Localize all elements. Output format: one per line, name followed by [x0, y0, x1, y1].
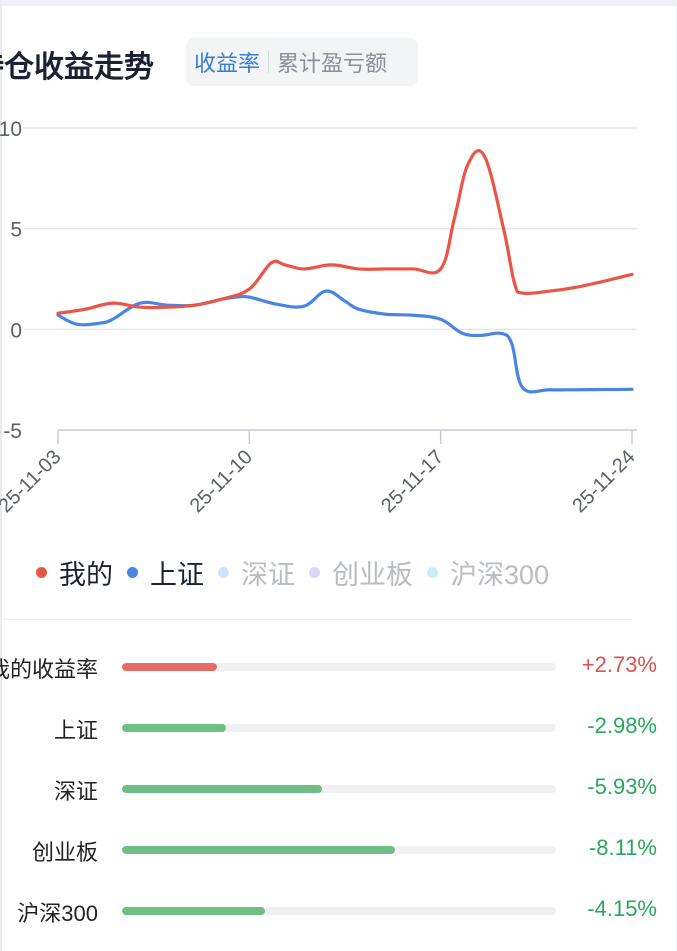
legend-dot-icon	[309, 567, 320, 578]
legend-dot-icon	[218, 567, 229, 578]
comparison-bar-fill	[122, 846, 396, 854]
left-edge	[0, 0, 2, 951]
comparison-bar-fill	[122, 785, 322, 793]
legend-dot-icon	[427, 567, 438, 578]
comparison-bar-track	[122, 724, 556, 732]
comparison-label: 创业板	[31, 840, 98, 865]
toggle-return-rate[interactable]: 收益率	[194, 51, 261, 76]
legend-label: 我的	[59, 560, 113, 590]
x-tick-label: 25-11-17	[377, 446, 448, 517]
legend-item-chinext[interactable]: 创业板	[309, 553, 413, 592]
comparison-value: -8.11%	[588, 835, 657, 860]
comparison-row: 沪深300 -4.15%	[0, 878, 677, 939]
section-divider	[0, 619, 632, 620]
chart-title: 持仓收益走势	[0, 51, 154, 84]
comparison-label: 我的收益率	[0, 657, 98, 682]
y-tick-label: -5	[3, 420, 22, 443]
legend-label: 创业板	[332, 560, 413, 590]
legend-item-mine[interactable]: 我的	[36, 553, 113, 592]
comparison-row: 创业板 -8.11%	[0, 817, 677, 878]
comparison-bar-track	[122, 907, 556, 915]
comparison-bar-track	[122, 846, 556, 854]
comparison-label: 上证	[53, 718, 98, 743]
legend-label: 沪深300	[450, 560, 550, 590]
y-tick-label: 10	[0, 118, 22, 141]
series-line-shanghai	[56, 289, 634, 394]
comparison-bar-track	[122, 785, 556, 793]
toggle-cumulative-pnl[interactable]: 累计盈亏额	[277, 51, 388, 76]
series-line-mine	[56, 149, 634, 315]
metric-toggle: 收益率 累计盈亏额	[186, 38, 418, 86]
comparison-value: -5.93%	[587, 774, 657, 799]
comparison-list: 我的收益率 +2.73% 上证 -2.98% 深证 -5.93% 创业板 -8.11% 沪深30…	[0, 634, 677, 939]
comparison-value: -2.98%	[587, 713, 657, 738]
comparison-bar-track	[122, 663, 556, 671]
x-tick-label: 25-11-24	[568, 446, 639, 517]
comparison-row: 深证 -5.93%	[0, 756, 677, 817]
legend-label: 深证	[241, 560, 295, 590]
comparison-label: 深证	[53, 779, 98, 804]
toggle-separator	[268, 51, 270, 73]
chart-legend: 我的 上证 深证 创业板 沪深300	[36, 553, 563, 592]
comparison-value: -4.15%	[587, 896, 657, 921]
comparison-row: 上证 -2.98%	[0, 695, 677, 756]
legend-item-shenzhen[interactable]: 深证	[218, 553, 295, 592]
x-tick-label: 25-11-03	[0, 446, 66, 517]
legend-item-csi300[interactable]: 沪深300	[427, 553, 549, 592]
comparison-bar-fill	[122, 663, 218, 671]
legend-dot-icon	[127, 567, 138, 578]
comparison-label: 沪深300	[17, 901, 98, 926]
legend-item-shanghai[interactable]: 上证	[127, 553, 204, 592]
legend-dot-icon	[36, 567, 47, 578]
comparison-value: +2.73%	[581, 652, 657, 677]
y-tick-label: 0	[10, 319, 22, 342]
comparison-row: 我的收益率 +2.73%	[0, 634, 677, 695]
comparison-bar-fill	[122, 907, 266, 915]
line-chart: 10 5 0 -5 25-11-03 25-11-10 25-11-17 25-11-24	[0, 118, 640, 517]
y-tick-label: 5	[10, 219, 22, 242]
x-tick-label: 25-11-10	[186, 446, 257, 517]
comparison-bar-fill	[122, 724, 227, 732]
legend-label: 上证	[150, 560, 204, 590]
top-edge	[0, 0, 677, 6]
